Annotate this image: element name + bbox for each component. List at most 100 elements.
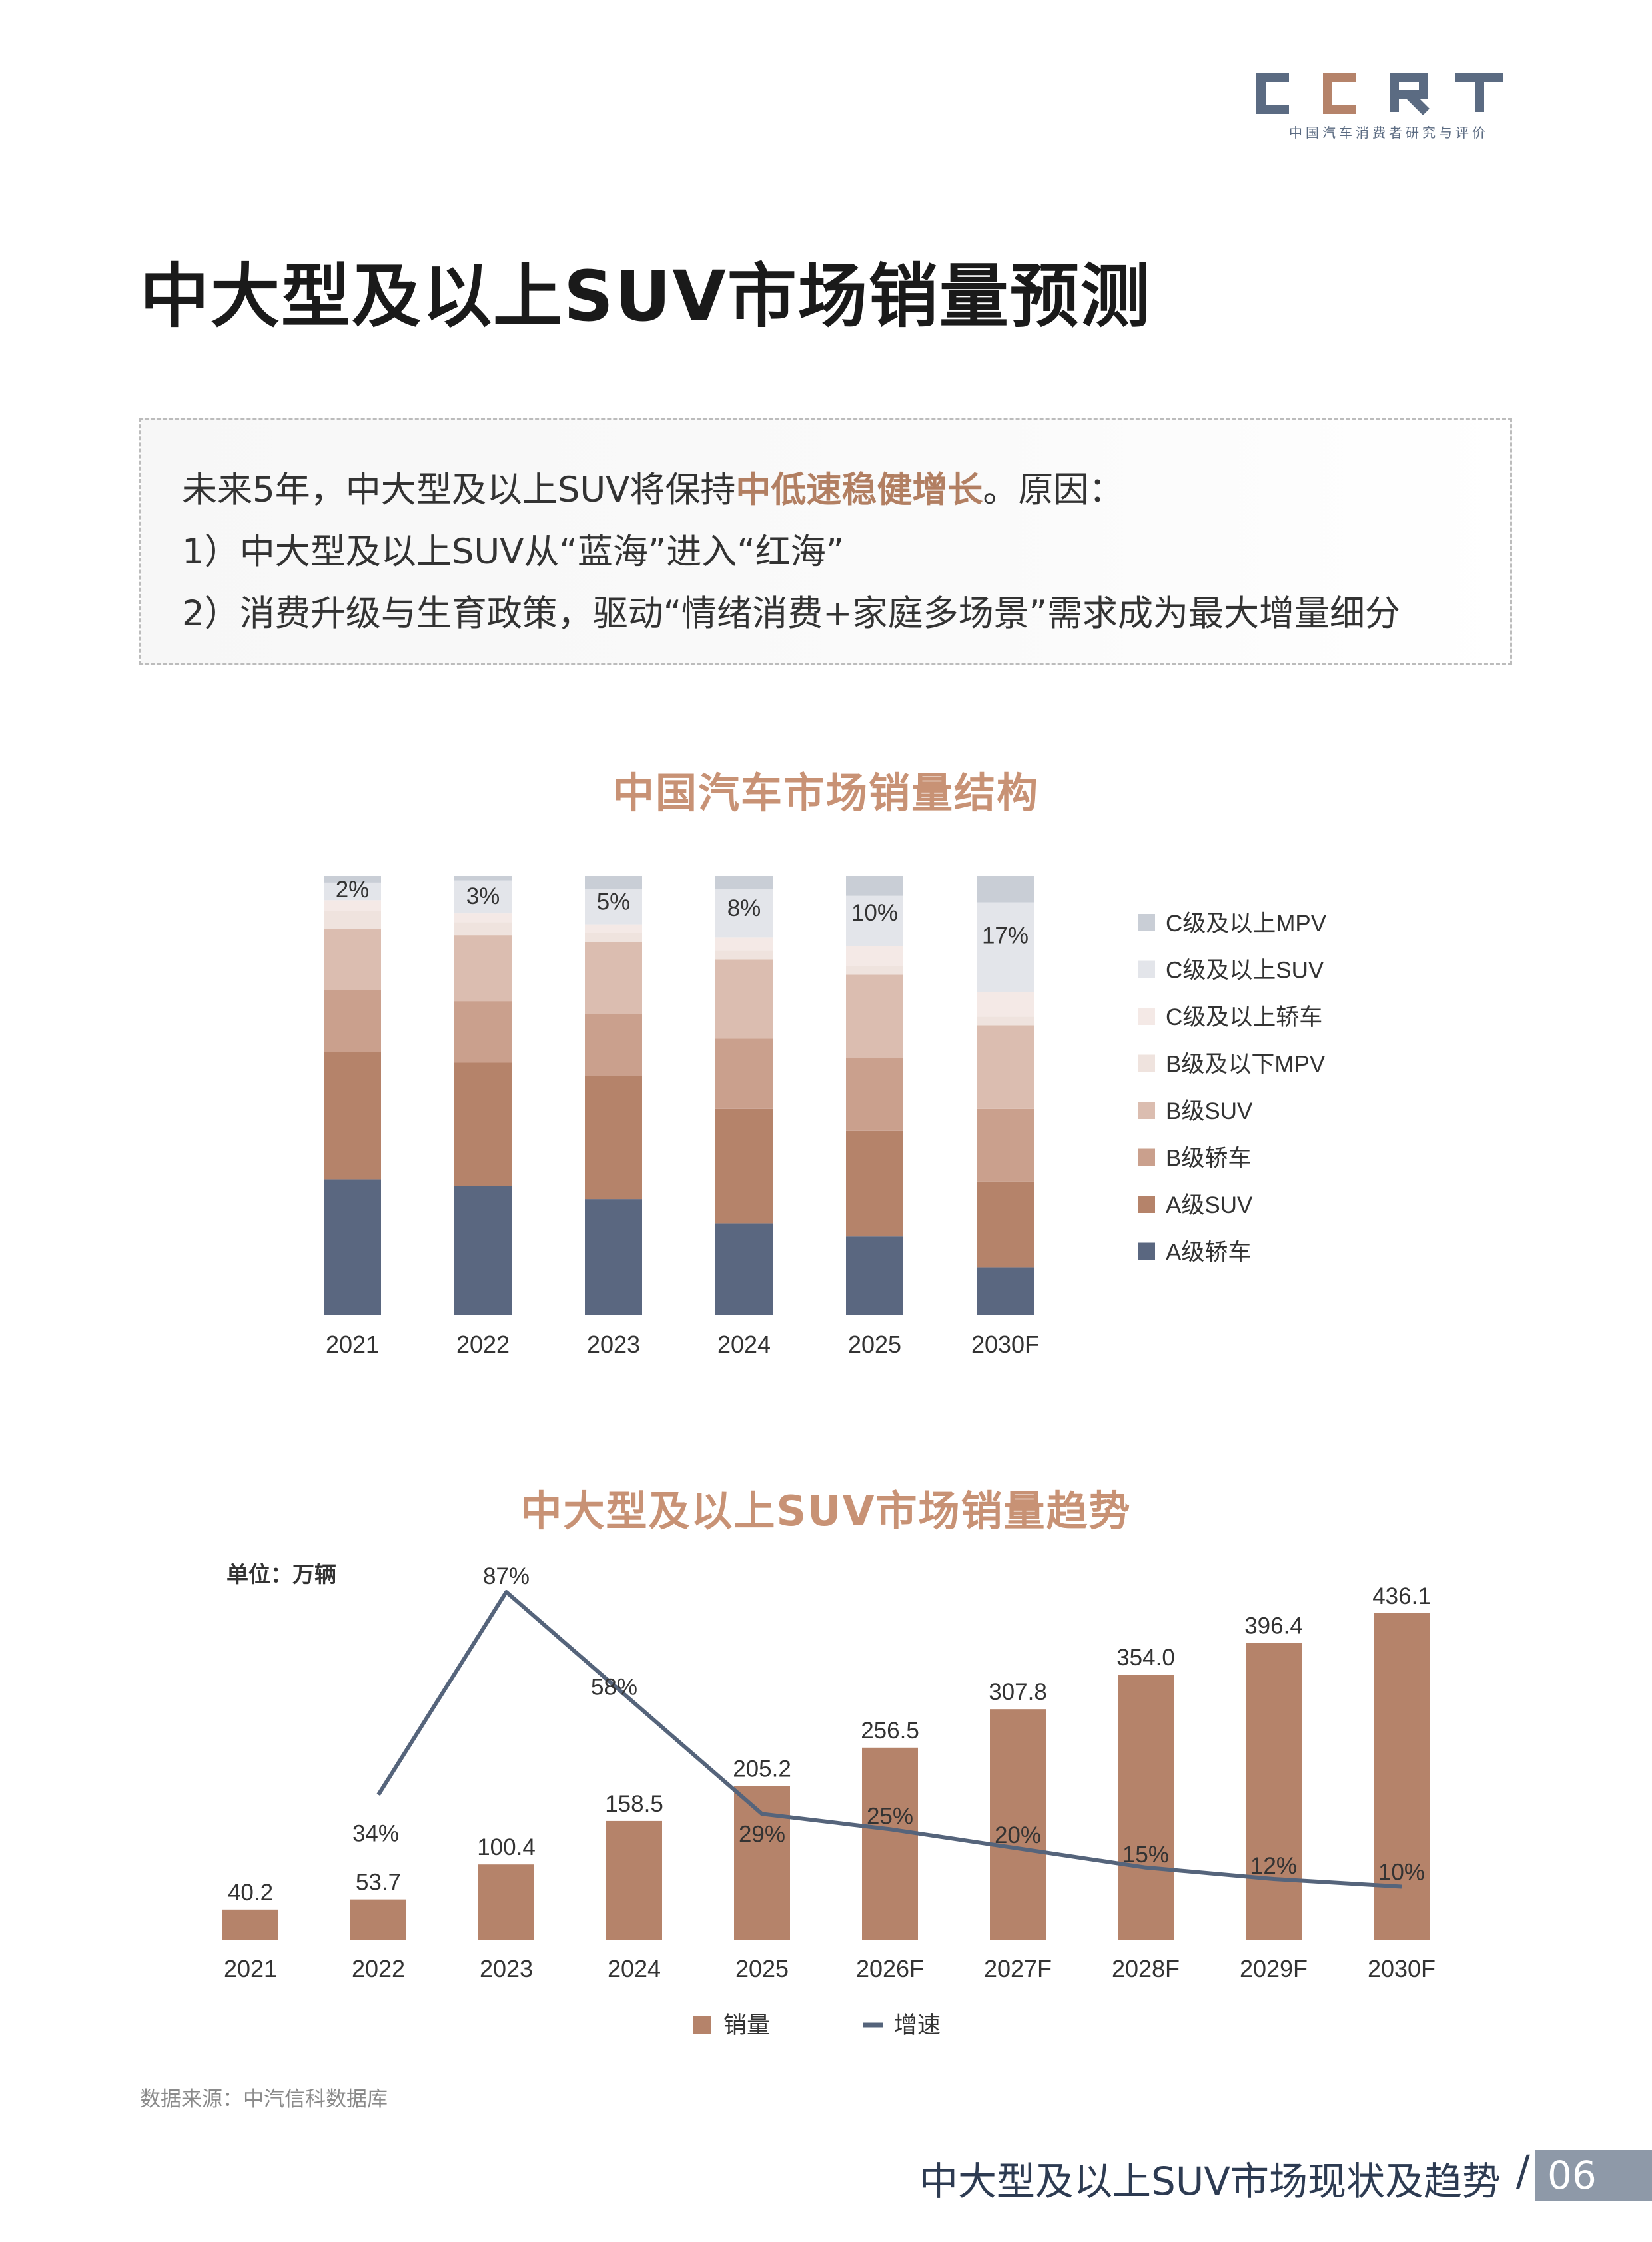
bar-segment-5 bbox=[977, 1016, 1034, 1026]
bar-data-label: 2% bbox=[336, 877, 370, 903]
bar-segment-4 bbox=[454, 935, 512, 1002]
growth-value-label: 10% bbox=[1378, 1860, 1425, 1886]
legend-swatch bbox=[1138, 1196, 1155, 1213]
legend-label: C级及以上SUV bbox=[1166, 958, 1324, 984]
bar-segment-5 bbox=[715, 950, 773, 960]
legend-label: B级轿车 bbox=[1166, 1146, 1251, 1172]
bar-segment-1 bbox=[324, 1179, 381, 1315]
legend-swatch bbox=[1138, 1054, 1155, 1072]
growth-value-label: 87% bbox=[483, 1563, 530, 1589]
bar-segment-6 bbox=[846, 946, 903, 966]
growth-value-label: 15% bbox=[1122, 1842, 1169, 1868]
bar-segment-7 bbox=[846, 895, 903, 946]
x-tick-label: 2029F bbox=[1240, 1955, 1308, 1982]
growth-value-label: 12% bbox=[1250, 1853, 1297, 1879]
x-tick-label: 2022 bbox=[352, 1955, 405, 1982]
x-tick-label: 2028F bbox=[1112, 1955, 1180, 1982]
summary-line-3: 2）消费升级与生育政策，驱动“情绪消费+家庭多场景”需求成为最大增量细分 bbox=[182, 593, 1401, 634]
chart2-title: 中大型及以上SUV市场销量趋势 bbox=[520, 1487, 1132, 1535]
sales-value-label: 436.1 bbox=[1372, 1583, 1431, 1609]
bar-segment-7 bbox=[324, 882, 381, 901]
x-tick-label: 2021 bbox=[224, 1955, 277, 1982]
bar-data-label: 3% bbox=[466, 883, 500, 909]
bar-segment-1 bbox=[585, 1199, 642, 1315]
sales-value-label: 256.5 bbox=[861, 1718, 919, 1744]
bar-segment-6 bbox=[585, 924, 642, 933]
bar-segment-2 bbox=[715, 1108, 773, 1224]
bar-segment-8 bbox=[977, 876, 1034, 903]
growth-value-label: 29% bbox=[739, 1821, 785, 1847]
legend-swatch bbox=[1138, 1148, 1155, 1166]
bar-segment-5 bbox=[324, 911, 381, 929]
bar-segment-4 bbox=[324, 929, 381, 990]
bar-segment-2 bbox=[846, 1130, 903, 1237]
summary-line-1: 未来5年，中大型及以上SUV将保持中低速稳健增长。原因： bbox=[182, 462, 1124, 512]
stacked-bar-chart: 2% 2021 3% 2022 5% 2023 8% 2024 10% 2025 17% 2030F C… bbox=[324, 876, 1327, 1358]
sales-value-label: 354.0 bbox=[1116, 1645, 1175, 1671]
sales-value-label: 100.4 bbox=[477, 1834, 536, 1860]
legend-swatch bbox=[1138, 960, 1155, 978]
legend-label-growth: 增速 bbox=[894, 2012, 941, 2038]
bar-data-label: 5% bbox=[597, 889, 631, 915]
bar-data-label: 17% bbox=[982, 923, 1029, 948]
legend-swatch bbox=[1138, 914, 1155, 931]
footer-title: 中大型及以上SUV市场现状及趋势 bbox=[919, 2159, 1501, 2204]
sales-bar bbox=[1118, 1675, 1174, 1940]
sales-bar bbox=[350, 1899, 406, 1940]
sales-bar bbox=[734, 1786, 790, 1940]
sales-bar bbox=[1246, 1643, 1302, 1940]
unit-label: 单位：万辆 bbox=[226, 1562, 336, 1587]
bar-segment-8 bbox=[846, 876, 903, 896]
x-tick-label: 2030F bbox=[971, 1331, 1039, 1358]
sales-bar bbox=[222, 1909, 278, 1940]
legend-label: A级SUV bbox=[1166, 1192, 1253, 1218]
x-tick-label: 2022 bbox=[456, 1331, 510, 1358]
bar-segment-5 bbox=[454, 922, 512, 936]
footer-slash: / bbox=[1516, 2146, 1530, 2195]
page-number: 06 bbox=[1535, 2150, 1652, 2201]
bar-segment-4 bbox=[715, 959, 773, 1039]
x-tick-label: 2025 bbox=[848, 1331, 901, 1358]
bar-segment-7 bbox=[585, 889, 642, 925]
sales-bar bbox=[862, 1747, 918, 1940]
x-tick-label: 2024 bbox=[608, 1955, 661, 1982]
x-tick-label: 2027F bbox=[984, 1955, 1052, 1982]
bar-segment-7 bbox=[454, 880, 512, 914]
bar-segment-1 bbox=[715, 1223, 773, 1315]
bar-segment-6 bbox=[324, 900, 381, 911]
summary-highlight: 中低速稳健增长 bbox=[735, 470, 983, 510]
growth-value-label: 34% bbox=[352, 1821, 399, 1847]
bar-segment-3 bbox=[846, 1058, 903, 1131]
bar-segment-8 bbox=[585, 876, 642, 889]
bar-line-combo-chart: 单位：万辆 40.2 2021 53.7 2022 100.4 2023 158.5 2024 2… bbox=[222, 1562, 1436, 2038]
bar-segment-8 bbox=[324, 876, 381, 883]
bar-segment-1 bbox=[846, 1236, 903, 1315]
bar-segment-5 bbox=[585, 933, 642, 942]
legend-label-sales: 销量 bbox=[723, 2012, 770, 2038]
bar-segment-3 bbox=[977, 1108, 1034, 1182]
sales-bar bbox=[478, 1864, 534, 1940]
summary-line-1-prefix: 未来5年，中大型及以上SUV将保持 bbox=[182, 470, 736, 510]
legend-swatch bbox=[1138, 1242, 1155, 1260]
growth-value-label: 20% bbox=[995, 1822, 1041, 1848]
bar-segment-1 bbox=[977, 1267, 1034, 1315]
bar-segment-6 bbox=[454, 913, 512, 923]
sales-bar bbox=[606, 1820, 662, 1940]
legend-label: A级轿车 bbox=[1166, 1240, 1251, 1266]
bar-segment-4 bbox=[585, 942, 642, 1014]
bar-segment-6 bbox=[977, 992, 1034, 1017]
legend-label: B级SUV bbox=[1166, 1098, 1253, 1124]
x-tick-label: 2025 bbox=[735, 1955, 789, 1982]
bar-segment-1 bbox=[454, 1186, 512, 1315]
sales-bar bbox=[1374, 1613, 1430, 1940]
x-tick-label: 2021 bbox=[326, 1331, 379, 1358]
growth-value-label: 25% bbox=[867, 1803, 913, 1829]
bar-segment-3 bbox=[454, 1001, 512, 1063]
bar-segment-7 bbox=[977, 902, 1034, 992]
sales-bar bbox=[990, 1709, 1046, 1940]
growth-value-label: 58% bbox=[591, 1675, 637, 1700]
sales-value-label: 205.2 bbox=[733, 1756, 791, 1782]
chart1-title: 中国汽车市场销量结构 bbox=[612, 769, 1039, 817]
bar-segment-3 bbox=[585, 1014, 642, 1076]
legend-label: C级及以上轿车 bbox=[1166, 1004, 1322, 1030]
